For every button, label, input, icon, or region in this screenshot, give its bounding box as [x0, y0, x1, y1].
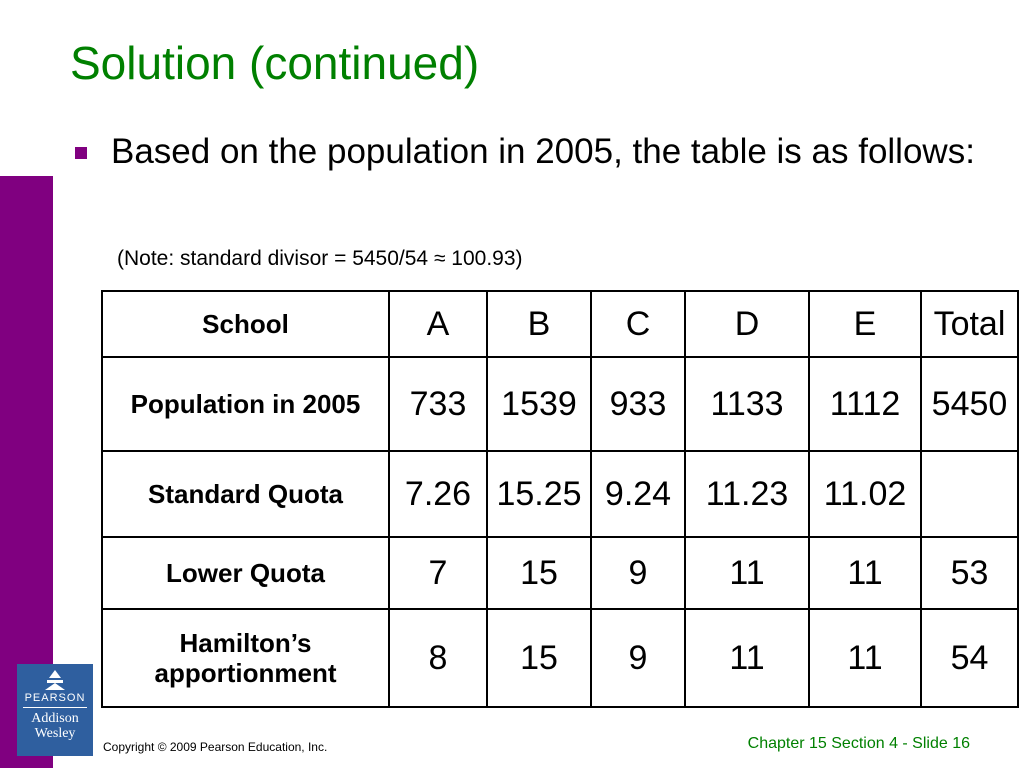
- copyright-text: Copyright © 2009 Pearson Education, Inc.: [103, 740, 328, 754]
- row-label: Hamilton’s apportionment: [101, 608, 390, 708]
- header-cell: D: [684, 290, 810, 358]
- table-cell: 5450: [920, 356, 1019, 452]
- table-cell: 54: [920, 608, 1019, 708]
- table-row: Lower Quota 7 15 9 11 11 53: [101, 536, 1019, 610]
- header-cell: Total: [920, 290, 1019, 358]
- header-cell: C: [590, 290, 686, 358]
- table-cell: 7.26: [388, 450, 488, 538]
- slide-number: Chapter 15 Section 4 - Slide 16: [747, 735, 970, 752]
- header-cell: School: [101, 290, 390, 358]
- table-cell: 9: [590, 608, 686, 708]
- logo-addison-text: Addison: [31, 711, 79, 726]
- table-cell: 9.24: [590, 450, 686, 538]
- table-cell: 53: [920, 536, 1019, 610]
- table-cell: 15: [486, 536, 592, 610]
- pearson-emblem-icon: [45, 670, 65, 690]
- header-cell: B: [486, 290, 592, 358]
- table-cell: [920, 450, 1019, 538]
- logo-divider: [23, 707, 87, 708]
- table-cell: 7: [388, 536, 488, 610]
- table-cell: 11: [808, 536, 922, 610]
- bullet-text: Based on the population in 2005, the tab…: [111, 132, 975, 171]
- table-cell: 9: [590, 536, 686, 610]
- table-cell: 11: [684, 608, 810, 708]
- table-cell: 733: [388, 356, 488, 452]
- header-cell: E: [808, 290, 922, 358]
- logo-wesley-text: Wesley: [34, 726, 76, 741]
- table-header-row: School A B C D E Total: [101, 290, 1019, 358]
- logo-pearson-text: PEARSON: [24, 692, 86, 704]
- header-cell: A: [388, 290, 488, 358]
- pearson-logo: PEARSON Addison Wesley: [17, 664, 93, 756]
- bullet-marker: [75, 147, 87, 159]
- row-label: Population in 2005: [101, 356, 390, 452]
- table-cell: 1112: [808, 356, 922, 452]
- row-label: Standard Quota: [101, 450, 390, 538]
- table-cell: 11: [684, 536, 810, 610]
- table-cell: 933: [590, 356, 686, 452]
- table-cell: 11: [808, 608, 922, 708]
- row-label: Lower Quota: [101, 536, 390, 610]
- apportionment-table: School A B C D E Total Population in 200…: [101, 290, 1019, 708]
- table-cell: 1133: [684, 356, 810, 452]
- table-cell: 11.02: [808, 450, 922, 538]
- table-cell: 11.23: [684, 450, 810, 538]
- table-cell: 15: [486, 608, 592, 708]
- slide-title: Solution (continued): [70, 37, 480, 89]
- table-cell: 15.25: [486, 450, 592, 538]
- table-row: Standard Quota 7.26 15.25 9.24 11.23 11.…: [101, 450, 1019, 538]
- table-row: Population in 2005 733 1539 933 1133 111…: [101, 356, 1019, 452]
- table-cell: 1539: [486, 356, 592, 452]
- table-cell: 8: [388, 608, 488, 708]
- divisor-note: (Note: standard divisor = 5450/54 ≈ 100.…: [117, 247, 523, 270]
- table-row: Hamilton’s apportionment 8 15 9 11 11 54: [101, 608, 1019, 708]
